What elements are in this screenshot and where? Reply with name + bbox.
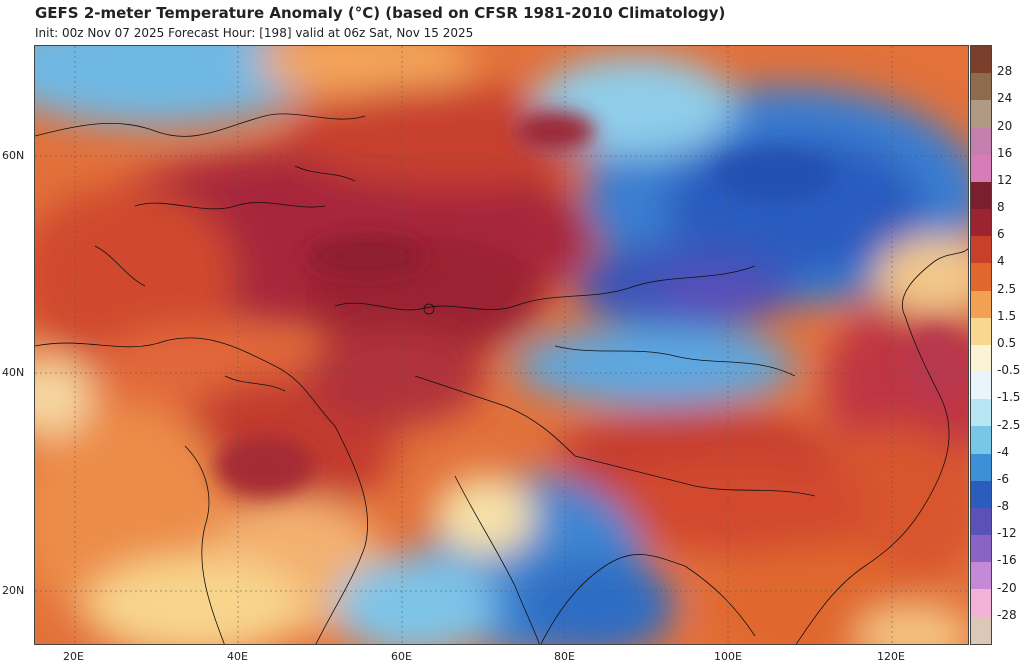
colorbar-tick-label: -8	[997, 499, 1009, 514]
colorbar-tick-label: -2.5	[997, 417, 1021, 432]
coastlines	[35, 113, 968, 644]
colorbar-tick-label: -6	[997, 471, 1009, 486]
colorbar-swatch	[971, 453, 991, 481]
lon-label-120e: 120E	[877, 650, 905, 663]
colorbar-swatch	[971, 73, 991, 101]
graticule	[35, 46, 968, 644]
lon-label-100e: 100E	[714, 650, 742, 663]
colorbar-tick-label: 28	[997, 64, 1013, 79]
colorbar-swatch	[971, 507, 991, 536]
colorbar-swatch	[971, 100, 991, 128]
colorbar-swatch	[971, 426, 991, 454]
colorbar-swatch	[971, 372, 991, 400]
colorbar-tick-label: -4	[997, 444, 1009, 459]
colorbar-tick-label: 0.5	[997, 336, 1017, 350]
anomaly-map	[34, 45, 969, 645]
chart-subtitle: Init: 00z Nov 07 2025 Forecast Hour: [19…	[35, 26, 474, 40]
lat-label-60n: 60N	[2, 149, 25, 162]
lon-label-40e: 40E	[227, 650, 248, 663]
colorbar-swatch	[971, 480, 991, 508]
colorbar-tick-label: 12	[997, 172, 1013, 187]
colorbar-tick-label: -12	[997, 526, 1017, 541]
lat-label-40n: 40N	[2, 366, 25, 379]
colorbar-swatch	[971, 46, 991, 74]
colorbar-tick-label: 8	[997, 200, 1005, 215]
colorbar-tick-label: -20	[997, 580, 1017, 595]
colorbar-swatch	[971, 209, 991, 237]
colorbar-tick-label: -1.5	[997, 390, 1021, 405]
colorbar-swatch	[971, 317, 991, 345]
lon-label-80e: 80E	[554, 650, 575, 663]
colorbar-tick-label: 16	[997, 145, 1013, 160]
colorbar-swatch	[971, 236, 991, 264]
colorbar-tick-label: 20	[997, 118, 1013, 133]
colorbar-tick-label: -0.5	[997, 363, 1021, 378]
lon-label-60e: 60E	[391, 650, 412, 663]
colorbar-swatch	[971, 344, 991, 373]
colorbar-tick-label: 1.5	[997, 308, 1017, 323]
colorbar-tick-label: -16	[997, 553, 1017, 568]
colorbar-tick-label: 2.5	[997, 281, 1017, 296]
colorbar-tick-label: 6	[997, 227, 1005, 242]
colorbar-swatch	[971, 290, 991, 318]
colorbar-tick-label: 24	[997, 91, 1013, 106]
colorbar-swatch	[971, 263, 991, 291]
colorbar-tick-label: -28	[997, 607, 1017, 622]
colorbar-swatch	[971, 127, 991, 155]
lat-label-20n: 20N	[2, 584, 25, 597]
colorbar-swatch	[971, 616, 991, 644]
lon-label-20e: 20E	[63, 650, 84, 663]
colorbar-swatch	[971, 589, 991, 617]
colorbar-swatch	[971, 562, 991, 590]
colorbar-swatch	[971, 535, 991, 563]
colorbar-swatch	[971, 181, 991, 210]
colorbar-swatch	[971, 399, 991, 427]
colorbar-swatch	[971, 154, 991, 182]
chart-title: GEFS 2-meter Temperature Anomaly (°C) (b…	[35, 4, 726, 22]
colorbar	[970, 45, 992, 645]
anomaly-detail	[215, 111, 965, 496]
colorbar-tick-label: 4	[997, 254, 1005, 269]
